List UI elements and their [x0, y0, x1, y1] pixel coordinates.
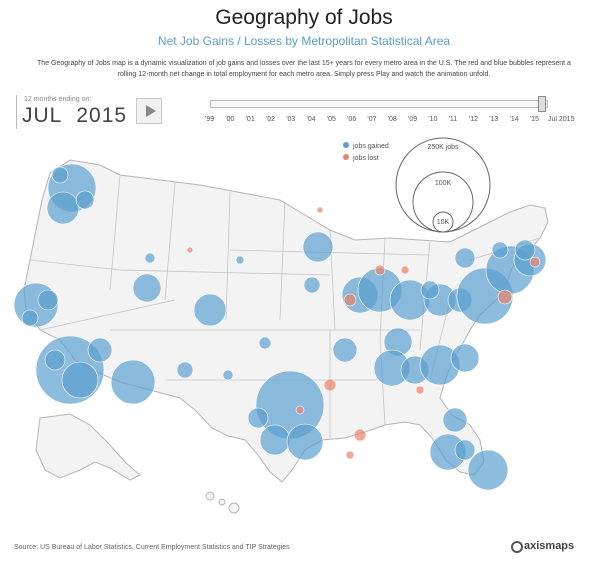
date-divider — [16, 95, 17, 129]
metro-bubble-gain[interactable] — [491, 241, 509, 259]
timeline-tick: '14 — [509, 116, 519, 123]
metro-bubble-gain[interactable] — [247, 407, 269, 429]
timeline-tick: '02 — [265, 116, 276, 123]
metro-bubble-gain[interactable] — [332, 337, 358, 363]
metro-bubble-gain[interactable] — [110, 359, 156, 405]
timeline-tick: '07 — [367, 116, 377, 123]
metro-bubble-gain[interactable] — [144, 252, 156, 264]
timeline-tick: '13 — [489, 116, 499, 123]
metro-bubble-gain[interactable] — [235, 255, 245, 265]
timeline-tick: '00 — [225, 116, 235, 123]
metro-bubble-gain[interactable] — [193, 293, 227, 327]
legend-loss-dot — [343, 154, 349, 160]
metro-bubble-loss[interactable] — [295, 405, 305, 415]
timeline-tick: '08 — [387, 116, 397, 123]
map-legend: jobs gained jobs lost 250K jobs 100K 10K — [343, 137, 491, 233]
metro-bubble-loss[interactable] — [400, 265, 410, 275]
legend-gain-label: jobs gained — [352, 143, 389, 150]
metro-bubble-gain[interactable] — [87, 337, 113, 363]
brand-logo[interactable]: axismaps — [524, 540, 575, 552]
timeline-tick: '12 — [468, 116, 479, 123]
current-year: 2015 — [76, 104, 128, 127]
timeline-tick: '01 — [245, 116, 255, 123]
metro-bubble-gain[interactable] — [258, 336, 272, 350]
legend-size-label-medium: 100K — [435, 180, 452, 187]
legend-size-label-large: 250K jobs — [427, 144, 459, 151]
hawaii-shape — [205, 491, 240, 514]
metro-bubble-loss[interactable] — [345, 450, 355, 460]
metro-bubble-loss[interactable] — [497, 289, 513, 305]
metro-bubble-gain[interactable] — [467, 449, 509, 491]
metro-bubble-gain[interactable] — [222, 369, 234, 381]
timeline-tick: '15 — [529, 116, 539, 123]
timeline-tick: '11 — [448, 116, 458, 123]
metro-bubble-gain[interactable] — [132, 273, 162, 303]
legend-size-label-small: 10K — [437, 219, 450, 226]
metro-bubble-gain[interactable] — [450, 343, 480, 373]
metro-bubble-loss[interactable] — [186, 246, 194, 254]
metro-bubble-gain[interactable] — [61, 361, 99, 399]
play-button[interactable] — [136, 98, 162, 124]
metro-bubble-loss[interactable] — [343, 293, 357, 307]
source-note: Source: US Bureau of Labor Statistics, C… — [14, 544, 290, 551]
metro-bubble-loss[interactable] — [374, 264, 386, 276]
timeline-tick: '03 — [286, 116, 296, 123]
metro-bubble-gain[interactable] — [286, 423, 324, 461]
metro-bubble-gain[interactable] — [46, 191, 80, 225]
metro-bubble-gain[interactable] — [454, 247, 476, 269]
metro-bubble-gain[interactable] — [514, 239, 536, 261]
timeline-track[interactable] — [210, 100, 548, 108]
description-text: The Geography of Jobs map is a dynamic v… — [37, 60, 571, 78]
metro-bubble-gain[interactable] — [302, 231, 334, 263]
metro-bubble-loss[interactable] — [353, 428, 367, 442]
metro-bubble-gain[interactable] — [442, 407, 468, 433]
metro-bubble-gain[interactable] — [21, 309, 39, 327]
alaska-shape — [35, 413, 141, 481]
metro-bubble-loss[interactable] — [415, 385, 425, 395]
metro-bubble-gain[interactable] — [37, 289, 59, 311]
metro-bubble-gain[interactable] — [75, 190, 95, 210]
page-subtitle: Net Job Gains / Losses by Metropolitan S… — [157, 34, 451, 48]
timeline-tick: '10 — [428, 116, 438, 123]
metro-bubble-gain[interactable] — [454, 439, 476, 461]
metro-bubble-gain[interactable] — [259, 424, 291, 456]
metro-bubble-loss[interactable] — [316, 206, 324, 214]
timeline-tick: '04 — [306, 116, 316, 123]
metro-bubble-gain[interactable] — [44, 349, 66, 371]
timeline-tick: '09 — [408, 116, 418, 123]
metro-bubble-gain[interactable] — [176, 361, 194, 379]
date-caption: 12 months ending on: — [24, 96, 92, 103]
current-month: JUL — [22, 104, 63, 127]
current-date: JUL 2015 — [22, 104, 127, 128]
page-title: Geography of Jobs — [215, 6, 393, 29]
timeline-tick: '06 — [347, 116, 357, 123]
legend-size-small — [432, 211, 454, 233]
legend-gain-dot — [343, 142, 349, 148]
metro-bubble-gain[interactable] — [51, 166, 69, 184]
legend-loss-label: jobs lost — [352, 155, 379, 162]
metro-bubbles — [13, 163, 547, 491]
metro-bubble-gain[interactable] — [420, 280, 440, 300]
timeline-tick: '05 — [326, 116, 336, 123]
metro-bubble-loss[interactable] — [323, 378, 337, 392]
timeline-end-label: Jul 2015 — [548, 116, 575, 123]
timeline-handle[interactable] — [538, 96, 546, 112]
metro-bubble-loss[interactable] — [529, 256, 541, 268]
timeline-tick: '99 — [205, 116, 215, 123]
metro-bubble-gain[interactable] — [303, 276, 321, 294]
axismaps-logo-icon — [511, 541, 523, 553]
